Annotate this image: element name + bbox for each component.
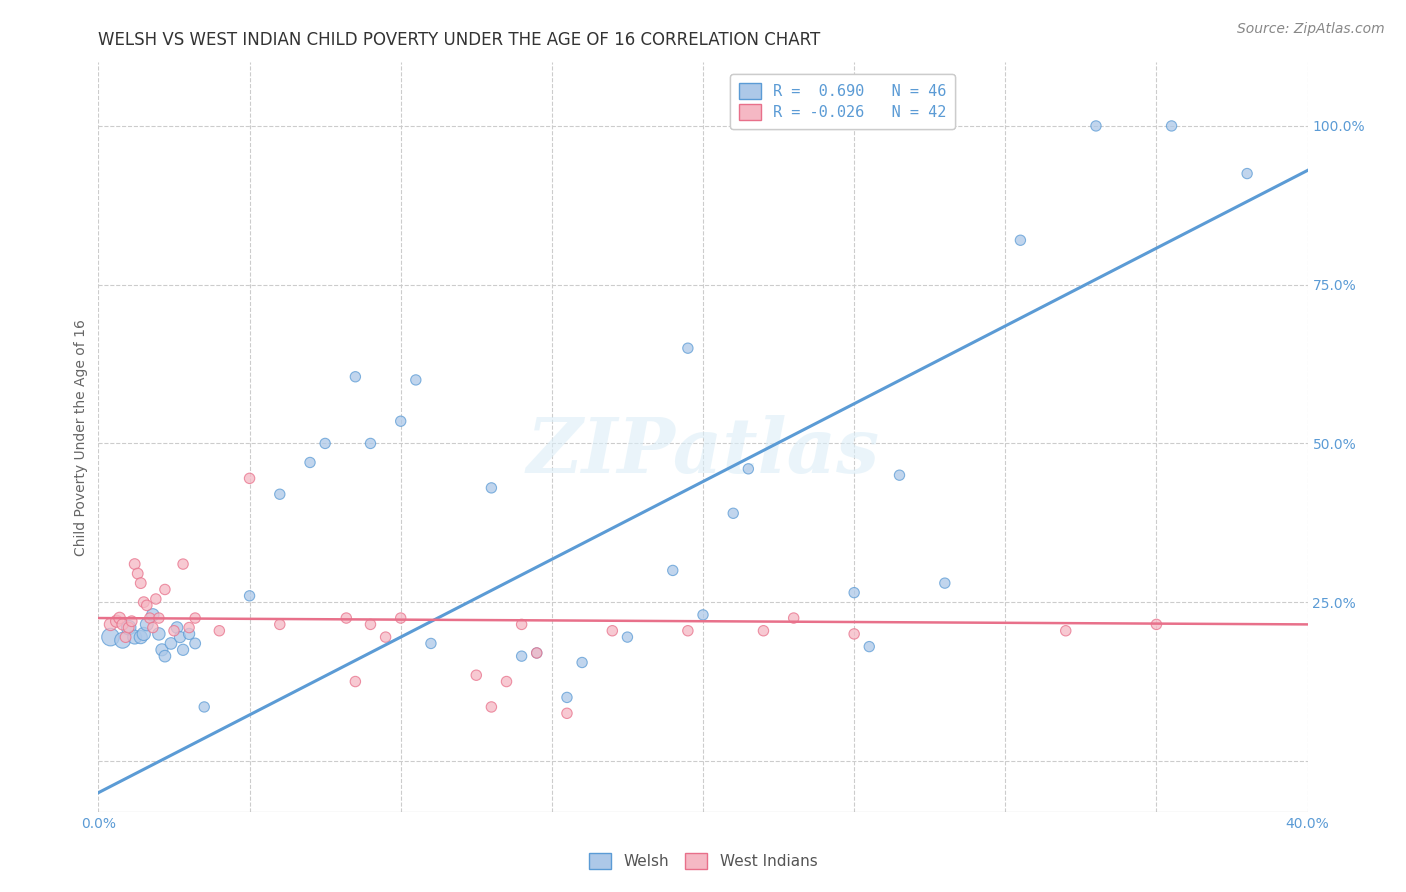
Point — [889, 468, 911, 483]
Point — [121, 614, 143, 628]
Point — [616, 630, 638, 644]
Point — [105, 614, 128, 628]
Point — [481, 481, 503, 495]
Point — [405, 373, 427, 387]
Point — [692, 607, 714, 622]
Point — [723, 506, 745, 520]
Point — [510, 617, 533, 632]
Point — [118, 621, 141, 635]
Point — [169, 630, 191, 644]
Point — [145, 592, 167, 607]
Text: Source: ZipAtlas.com: Source: ZipAtlas.com — [1237, 22, 1385, 37]
Point — [299, 455, 322, 469]
Point — [1010, 233, 1032, 247]
Point — [129, 630, 152, 644]
Point — [335, 611, 357, 625]
Point — [172, 557, 194, 571]
Legend: Welsh, West Indians: Welsh, West Indians — [582, 847, 824, 875]
Point — [132, 627, 155, 641]
Point — [100, 617, 122, 632]
Point — [269, 487, 291, 501]
Point — [239, 589, 262, 603]
Text: WELSH VS WEST INDIAN CHILD POVERTY UNDER THE AGE OF 16 CORRELATION CHART: WELSH VS WEST INDIAN CHILD POVERTY UNDER… — [98, 31, 821, 49]
Point — [360, 617, 382, 632]
Point — [153, 582, 176, 597]
Point — [129, 576, 152, 591]
Point — [114, 630, 136, 644]
Point — [555, 690, 578, 705]
Point — [269, 617, 291, 632]
Point — [135, 617, 157, 632]
Point — [783, 611, 806, 625]
Point — [172, 642, 194, 657]
Point — [314, 436, 336, 450]
Point — [344, 674, 367, 689]
Point — [150, 642, 173, 657]
Point — [934, 576, 956, 591]
Point — [148, 611, 170, 625]
Point — [389, 611, 412, 625]
Point — [495, 674, 517, 689]
Point — [184, 611, 207, 625]
Point — [148, 627, 170, 641]
Point — [1085, 119, 1108, 133]
Point — [1144, 617, 1167, 632]
Point — [844, 627, 866, 641]
Point — [1054, 624, 1077, 638]
Point — [193, 700, 215, 714]
Point — [510, 649, 533, 664]
Point — [100, 630, 122, 644]
Point — [166, 621, 188, 635]
Point — [389, 414, 412, 428]
Point — [139, 611, 162, 625]
Point — [111, 633, 134, 648]
Point — [676, 341, 699, 355]
Point — [208, 624, 231, 638]
Point — [132, 595, 155, 609]
Point — [344, 369, 367, 384]
Point — [179, 621, 201, 635]
Point — [360, 436, 382, 450]
Point — [661, 563, 683, 577]
Point — [737, 462, 759, 476]
Point — [526, 646, 548, 660]
Point — [571, 656, 593, 670]
Point — [858, 640, 880, 654]
Legend: R =  0.690   N = 46, R = -0.026   N = 42: R = 0.690 N = 46, R = -0.026 N = 42 — [730, 74, 955, 129]
Point — [142, 621, 165, 635]
Point — [163, 624, 186, 638]
Point — [1160, 119, 1182, 133]
Point — [118, 621, 141, 635]
Point — [1236, 167, 1258, 181]
Point — [184, 636, 207, 650]
Point — [124, 630, 146, 644]
Point — [526, 646, 548, 660]
Point — [179, 627, 201, 641]
Point — [374, 630, 396, 644]
Point — [465, 668, 488, 682]
Point — [752, 624, 775, 638]
Point — [142, 607, 165, 622]
Point — [108, 611, 131, 625]
Point — [602, 624, 624, 638]
Point — [844, 585, 866, 599]
Point — [481, 700, 503, 714]
Point — [127, 566, 149, 581]
Text: ZIPatlas: ZIPatlas — [526, 415, 880, 489]
Point — [111, 617, 134, 632]
Point — [676, 624, 699, 638]
Point — [135, 599, 157, 613]
Point — [239, 471, 262, 485]
Point — [153, 649, 176, 664]
Point — [124, 557, 146, 571]
Point — [160, 636, 183, 650]
Point — [555, 706, 578, 721]
Point — [420, 636, 443, 650]
Y-axis label: Child Poverty Under the Age of 16: Child Poverty Under the Age of 16 — [75, 318, 89, 556]
